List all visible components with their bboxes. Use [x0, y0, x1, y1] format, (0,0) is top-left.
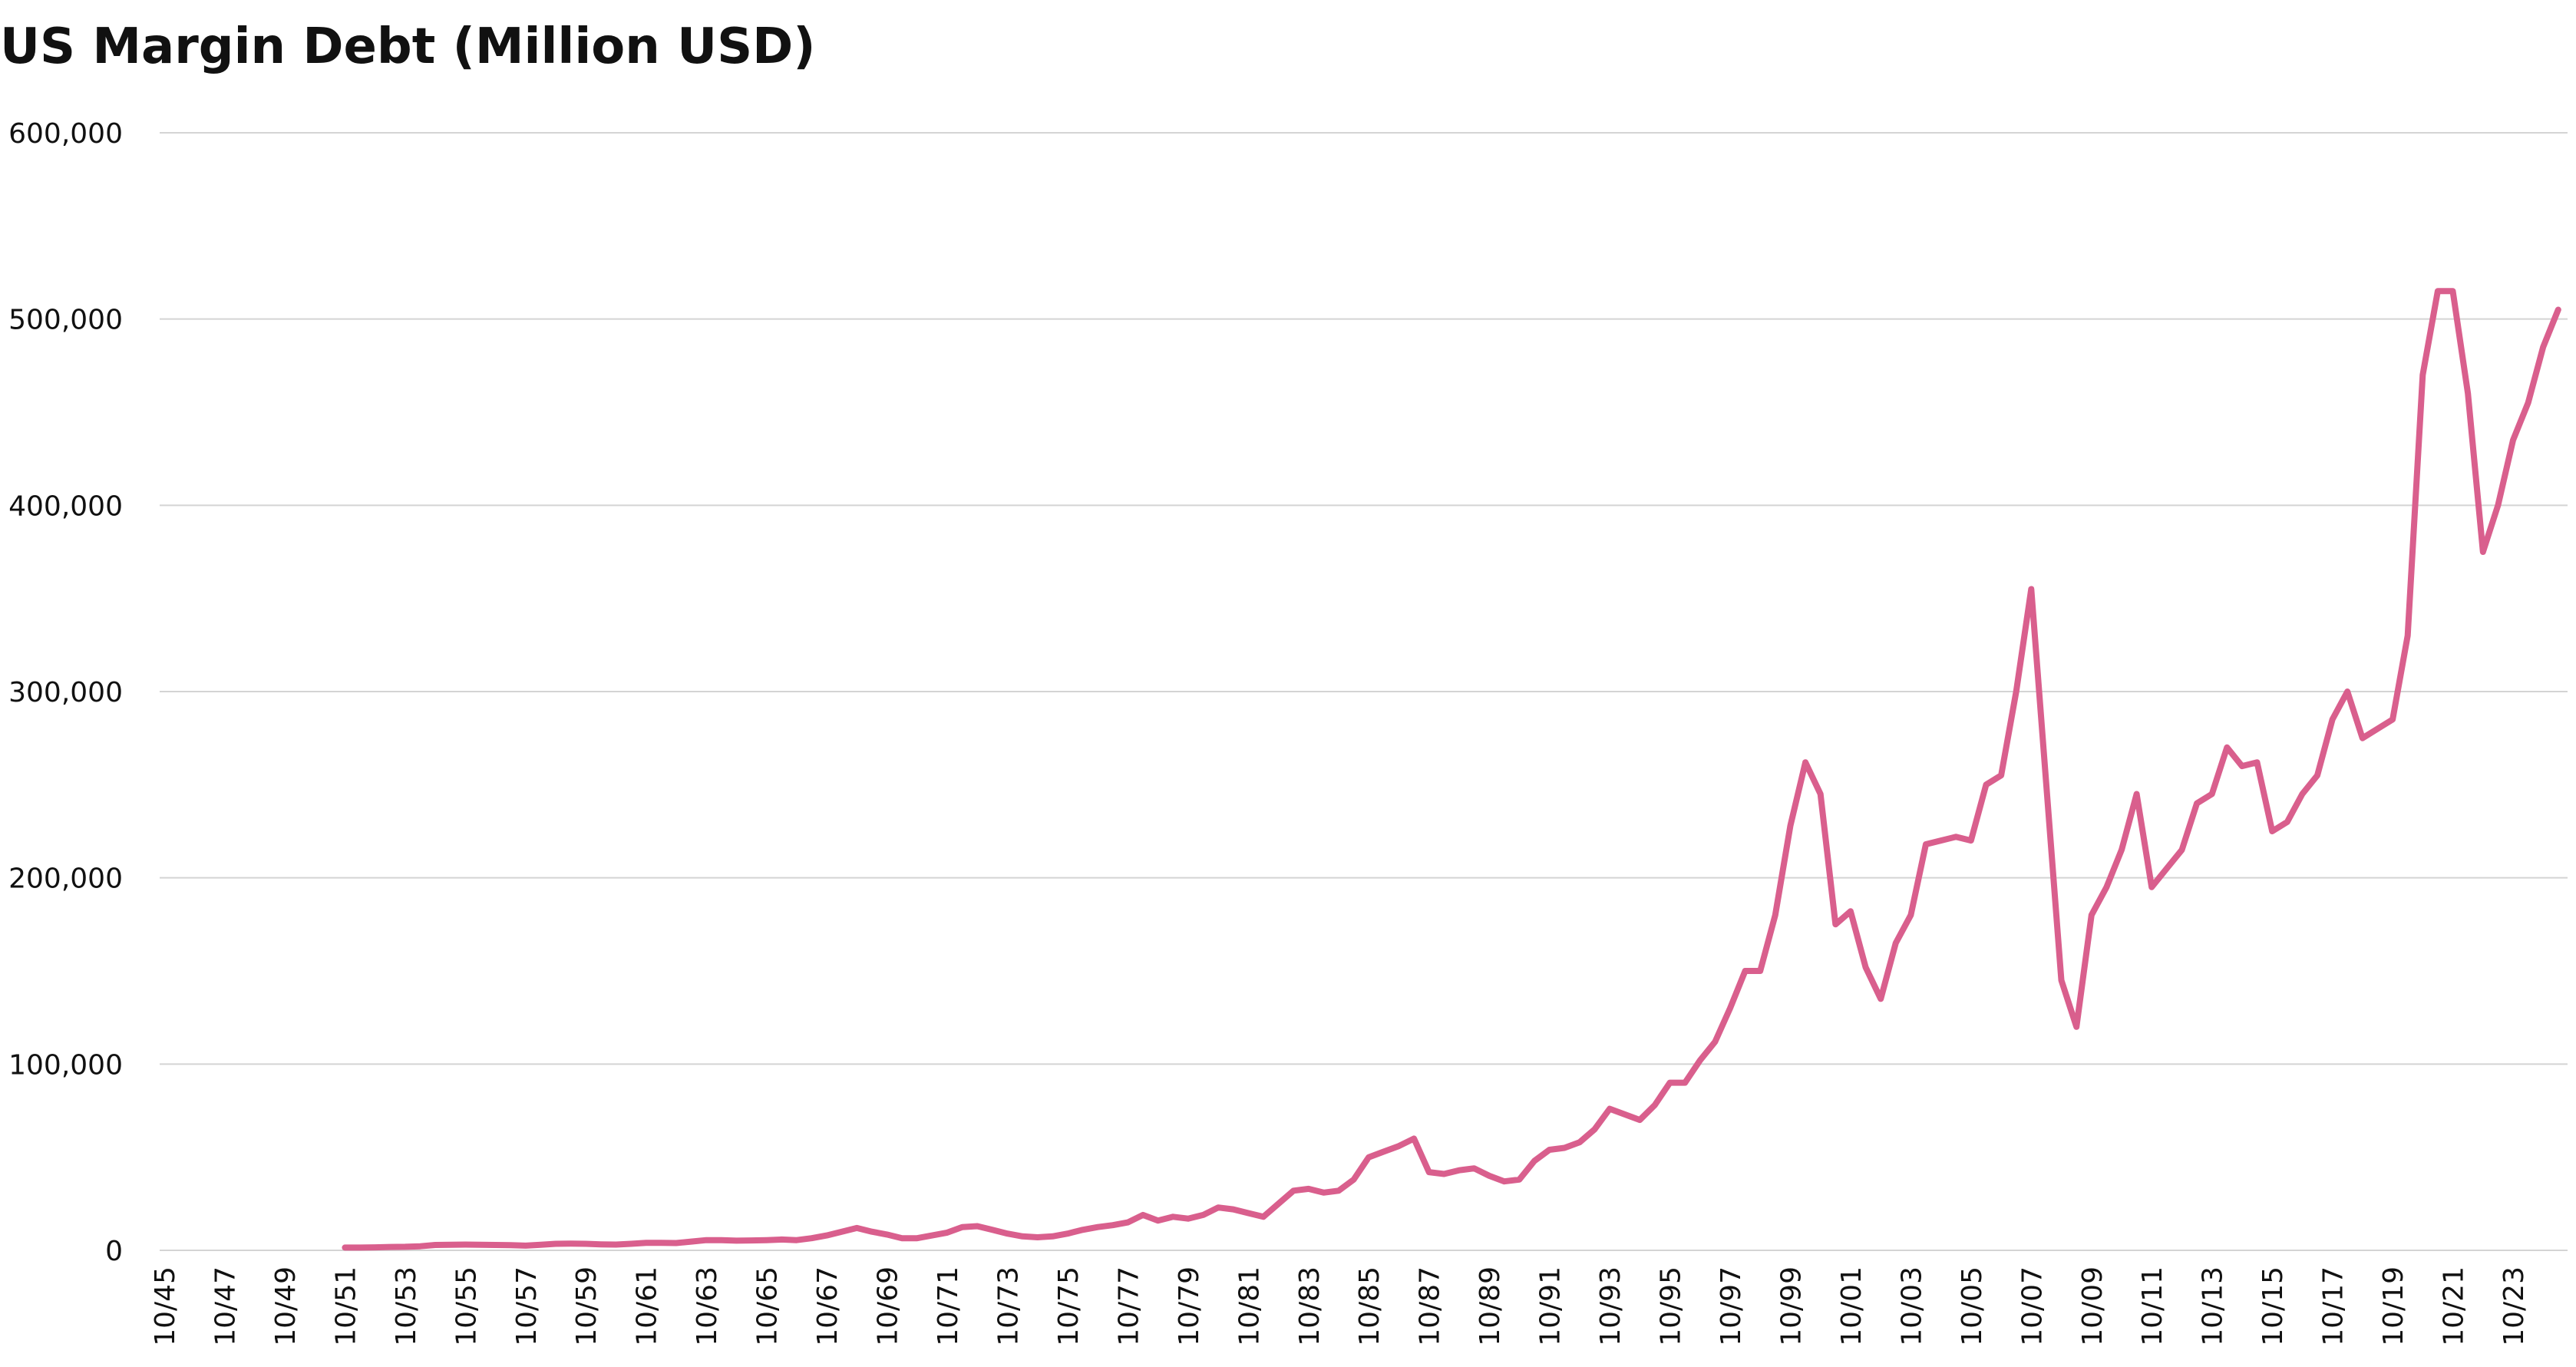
- x-tick-label: 10/23: [2498, 1266, 2530, 1346]
- y-tick-label: 300,000: [8, 677, 123, 708]
- x-tick-label: 10/13: [2198, 1266, 2229, 1346]
- y-tick-label: 400,000: [8, 490, 123, 522]
- y-tick-label: 200,000: [8, 863, 123, 895]
- x-tick-label: 10/17: [2318, 1266, 2350, 1346]
- x-tick-label: 10/59: [571, 1266, 603, 1346]
- x-tick-label: 10/49: [270, 1266, 302, 1346]
- data-line: [342, 288, 2561, 1251]
- x-tick-label: 10/19: [2378, 1266, 2409, 1346]
- x-tick-label: 10/09: [2077, 1266, 2109, 1346]
- x-tick-label: 10/79: [1174, 1266, 1205, 1346]
- x-tick-label: 10/93: [1595, 1266, 1627, 1346]
- x-tick-label: 10/55: [451, 1266, 482, 1346]
- x-tick-label: 10/63: [692, 1266, 723, 1346]
- y-tick-label: 100,000: [8, 1049, 123, 1081]
- x-tick-label: 10/83: [1294, 1266, 1326, 1346]
- x-tick-label: 10/75: [1053, 1266, 1085, 1346]
- x-tick-label: 10/15: [2257, 1266, 2289, 1346]
- x-tick-label: 10/61: [632, 1266, 663, 1346]
- x-tick-label: 10/89: [1475, 1266, 1506, 1346]
- y-tick-label: 600,000: [8, 118, 123, 150]
- x-tick-label: 10/95: [1656, 1266, 1687, 1346]
- x-tick-label: 10/47: [210, 1266, 241, 1346]
- x-tick-label: 10/57: [511, 1266, 543, 1346]
- x-tick-label: 10/91: [1535, 1266, 1567, 1346]
- x-tick-label: 10/73: [992, 1266, 1024, 1346]
- x-tick-label: 10/97: [1716, 1266, 1747, 1346]
- y-tick-label: 0: [105, 1236, 123, 1267]
- x-tick-label: 10/11: [2137, 1266, 2168, 1346]
- chart-title: US Margin Debt (Million USD): [0, 18, 816, 75]
- x-tick-label: 10/21: [2439, 1266, 2470, 1346]
- x-tick-label: 10/67: [812, 1266, 844, 1346]
- x-tick-label: 10/85: [1354, 1266, 1385, 1346]
- x-tick-label: 10/99: [1775, 1266, 1807, 1346]
- x-tick-label: 10/01: [1836, 1266, 1868, 1346]
- y-tick-label: 500,000: [8, 305, 123, 336]
- x-tick-label: 10/45: [150, 1266, 181, 1346]
- x-tick-label: 10/05: [1957, 1266, 1988, 1346]
- x-tick-label: 10/03: [1896, 1266, 1927, 1346]
- x-tick-label: 10/65: [752, 1266, 784, 1346]
- x-tick-label: 10/51: [330, 1266, 362, 1346]
- x-tick-label: 10/77: [1113, 1266, 1144, 1346]
- x-tick-label: 10/07: [2016, 1266, 2048, 1346]
- x-tick-label: 10/71: [933, 1266, 964, 1346]
- x-tick-label: 10/87: [1415, 1266, 1446, 1346]
- x-tick-label: 10/69: [873, 1266, 904, 1346]
- x-tick-label: 10/53: [391, 1266, 422, 1346]
- x-tick-label: 10/81: [1234, 1266, 1265, 1346]
